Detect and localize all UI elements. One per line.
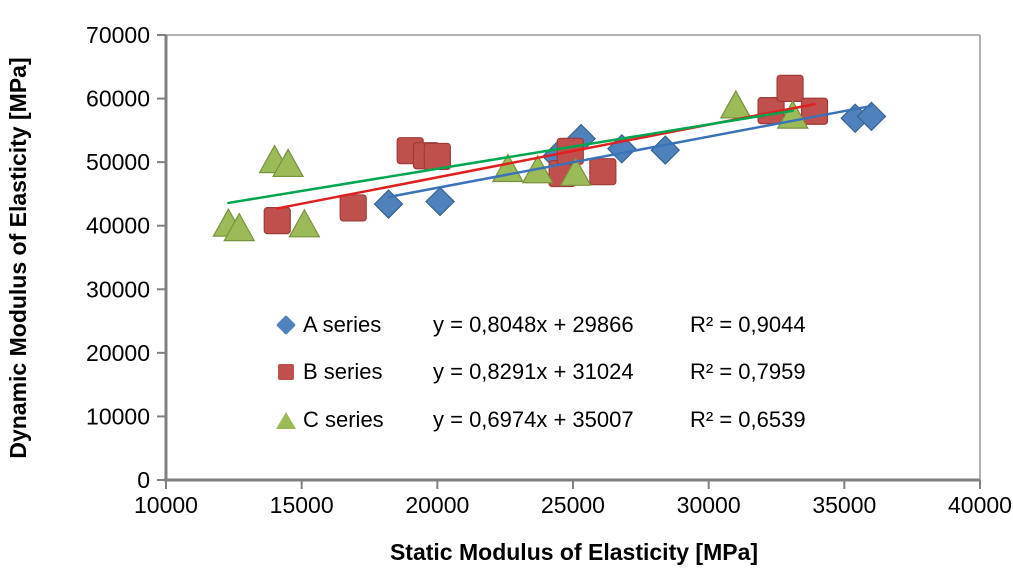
legend-label: A series [303,312,382,337]
trendline-equation: y = 0,8291x + 31024 [433,359,634,384]
data-point-c-series [719,89,752,119]
data-point-a-series [650,135,681,165]
r-squared-value: R² = 0,7959 [690,359,806,384]
x-tick-label: 35000 [812,492,876,518]
legend-item-a-series: A series y = 0,8048x + 29866 R² = 0,9044 [276,310,876,340]
data-point-a-series [425,186,455,217]
x-tick-label: 10000 [134,492,198,518]
trendline-equation: y = 0,8048x + 29866 [433,312,634,337]
data-point-a-series [856,101,887,132]
r-squared-value: R² = 0,6539 [690,407,806,432]
x-tick-label: 30000 [677,492,741,518]
y-tick-label: 0 [137,467,150,493]
y-tick-label: 70000 [86,22,150,48]
y-tick-label: 50000 [86,149,150,175]
legend-item-c-series: C series y = 0,6974x + 35007 R² = 0,6539 [276,405,876,435]
data-point-c-series [272,148,305,178]
a-series-diamond-icon [276,315,296,335]
x-tick-label: 40000 [948,492,1012,518]
data-point-c-series [223,212,256,242]
trendline-c-series [227,109,795,205]
data-point-b-series [339,194,367,222]
legend-item-b-series: B series y = 0,8291x + 31024 R² = 0,7959 [276,357,876,387]
legend-label: C series [303,407,384,432]
b-series-square-icon [278,364,294,380]
c-series-triangle-icon [276,412,296,429]
legend-label: B series [303,359,383,384]
data-point-b-series [776,74,804,103]
x-tick-label: 25000 [541,492,605,518]
x-axis-title: Static Modulus of Elasticity [MPa] [389,539,759,565]
y-axis-title: Dynamic Modulus of Elasticity [MPa] [5,57,31,459]
y-tick-label: 10000 [86,403,150,429]
data-point-c-series [288,208,321,238]
data-point-b-series [589,158,617,186]
x-tick-label: 15000 [270,492,334,518]
x-tick-label: 20000 [405,492,469,518]
data-point-b-series [263,207,291,235]
y-tick-label: 60000 [86,86,150,112]
y-tick-label: 20000 [86,340,150,366]
data-point-a-series [373,189,404,219]
trendline-a-series [387,104,873,199]
trendline-equation: y = 0,6974x + 35007 [433,407,634,432]
y-tick-label: 40000 [86,213,150,239]
data-point-b-series [423,142,451,171]
r-squared-value: R² = 0,9044 [690,312,806,337]
data-point-b-series [800,97,829,125]
y-tick-label: 30000 [86,276,150,302]
data-point-c-series [559,157,592,186]
